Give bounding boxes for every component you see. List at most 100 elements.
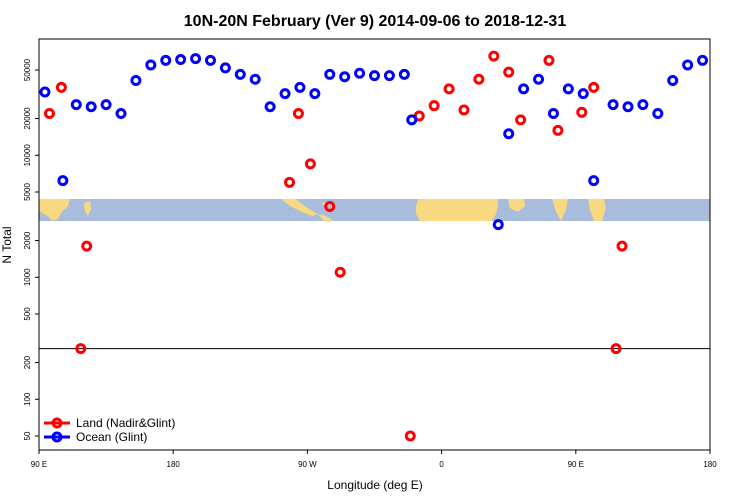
land-point [503,66,515,78]
ocean-point [324,68,336,80]
y-axis-label: N Total [0,226,14,263]
ocean-point [682,59,694,71]
ocean-point [57,175,69,187]
land-point [610,343,622,355]
ocean-point [234,68,246,80]
land-point [576,106,588,118]
ocean-point [204,54,216,66]
ocean-point [130,75,142,87]
x-axis: 90 E 180 90 W 0 90 E 180 [31,450,717,469]
map-ocean [39,199,710,221]
y-axis: 50 100 200 500 1000 2000 5000 10000 20000 50000 [23,58,39,440]
ocean-point [219,62,231,74]
legend-land-marker [51,417,63,429]
land-point [334,266,346,278]
ocean-point [533,73,545,85]
y-tick-label: 50 [23,431,32,440]
ocean-point [175,53,187,65]
ocean-point [294,81,306,93]
land-point [292,107,304,119]
ocean-point [562,83,574,95]
ocean-point [697,54,709,66]
land-point [473,73,485,85]
legend: Land (Nadir&Glint) Ocean (Glint) [44,416,175,444]
land-point [55,81,67,93]
map-land-centralamerica [318,214,334,221]
x-tick-label: 90 E [568,460,584,469]
ocean-point [279,88,291,100]
map-land-indochina [39,199,70,221]
ocean-point [518,83,530,95]
x-tick-label: 90 E [31,460,47,469]
ocean-point [547,107,559,119]
ocean-point [100,99,112,111]
x-axis-label: Longitude (deg E) [327,478,422,492]
y-tick-label: 5000 [23,183,32,201]
land-point [75,343,87,355]
map-land-india [552,199,568,221]
x-tick-label: 180 [167,460,181,469]
y-tick-label: 100 [23,392,32,406]
map-land-arabia [508,199,525,212]
land-point [588,81,600,93]
y-tick-label: 1000 [23,268,32,286]
map-land-mexico [281,199,318,216]
map-land-africa [416,199,498,221]
ocean-point [249,73,261,85]
plot-frame [38,38,711,451]
ocean-point [160,54,172,66]
land-point [458,104,470,116]
chart-title: 10N-20N February (Ver 9) 2014-09-06 to 2… [184,13,567,30]
ocean-point [70,99,82,111]
ocean-point [145,59,157,71]
ocean-point [652,107,664,119]
land-point [443,83,455,95]
land-point [488,50,500,62]
land-point [515,114,527,126]
land-point [543,54,555,66]
legend-ocean-marker [51,431,63,443]
ocean-point [39,86,51,98]
ocean-point [190,53,202,65]
ocean-point [354,67,366,79]
ocean-point [588,175,600,187]
y-tick-label: 10000 [23,144,32,167]
y-tick-label: 200 [23,355,32,369]
map-land-philippines [84,201,91,216]
ocean-point [637,99,649,111]
ocean-point [577,88,589,100]
land-point [552,124,564,136]
legend-ocean-label: Ocean (Glint) [76,430,147,444]
world-map-strip [39,199,710,221]
ocean-point [607,99,619,111]
y-tick-label: 500 [23,307,32,321]
ocean-point [503,128,515,140]
x-tick-label: 90 W [298,460,317,469]
land-point [81,240,93,252]
ocean-point [309,88,321,100]
land-point [304,158,316,170]
y-tick-label: 50000 [23,58,32,81]
land-point [324,201,336,213]
land-point [404,430,416,442]
ocean-point [398,68,410,80]
x-tick-label: 0 [439,460,444,469]
ocean-point [115,107,127,119]
ocean-point [406,114,418,126]
land-point [616,240,628,252]
x-tick-label: 180 [703,460,717,469]
y-tick-label: 2000 [23,231,32,249]
land-point [43,107,55,119]
ocean-point [383,70,395,82]
ocean-point [264,101,276,113]
ocean-point [622,101,634,113]
land-point [284,176,296,188]
legend-land-label: Land (Nadir&Glint) [76,416,175,430]
ocean-point [492,219,504,231]
ocean-point [667,75,679,87]
ocean-point [85,101,97,113]
land-point [428,100,440,112]
ocean-point [369,70,380,82]
data-points [39,50,709,442]
